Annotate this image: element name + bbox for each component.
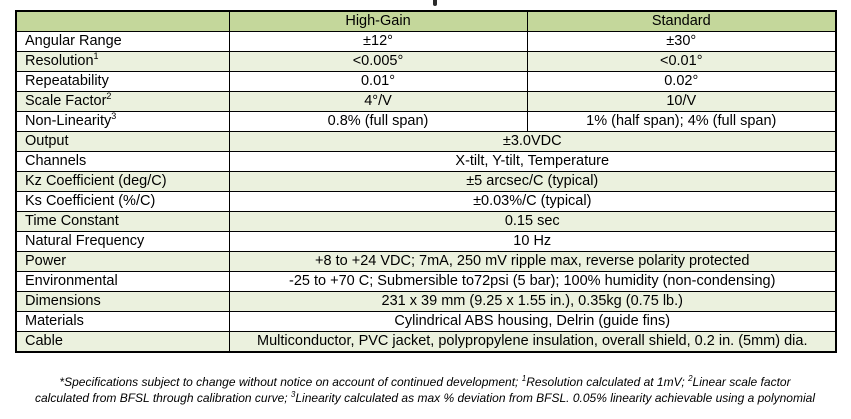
cell-merged-value: +8 to +24 VDC; 7mA, 250 mV ripple max, r…: [228, 251, 837, 272]
cell-merged-value: ±5 arcsec/C (typical): [228, 171, 837, 192]
table-row-kz-coefficient: Kz Coefficient (deg/C) ±5 arcsec/C (typi…: [15, 171, 837, 192]
row-label: Channels: [15, 151, 230, 172]
cell-merged-value: -25 to +70 C; Submersible to72psi (5 bar…: [228, 271, 837, 292]
cell-merged-value: ±0.03%/C (typical): [228, 191, 837, 212]
cropped-text-artifact: [433, 0, 437, 6]
footnote-marker: 3: [111, 111, 117, 122]
row-label: Cable: [15, 331, 230, 353]
table-row-environmental: Environmental -25 to +70 C; Submersible …: [15, 271, 837, 292]
table-row-non-linearity: Non-Linearity3 0.8% (full span) 1% (half…: [15, 111, 837, 132]
cell-merged-value: Multiconductor, PVC jacket, polypropylen…: [228, 331, 837, 353]
header-blank-cell: [15, 10, 230, 32]
row-label: Materials: [15, 311, 230, 332]
footnote-line-2: calculated from BFSL through calibration…: [35, 389, 815, 405]
cell-merged-value: ±3.0VDC: [228, 131, 837, 152]
cell-merged-value: 231 x 39 mm (9.25 x 1.55 in.), 0.35kg (0…: [228, 291, 837, 312]
cell-standard: ±30°: [526, 31, 837, 52]
row-label: Ks Coefficient (%/C): [15, 191, 230, 212]
cell-merged-value: Cylindrical ABS housing, Delrin (guide f…: [228, 311, 837, 332]
header-standard: Standard: [526, 10, 837, 32]
row-label: Power: [15, 251, 230, 272]
cell-merged-value: 0.15 sec: [228, 211, 837, 232]
footnote-line-1: *Specifications subject to change withou…: [59, 374, 791, 390]
table-row-cable: Cable Multiconductor, PVC jacket, polypr…: [15, 331, 837, 353]
cell-high-gain: <0.005°: [228, 51, 528, 72]
header-row: High-Gain Standard: [15, 10, 837, 32]
footnote-marker: 3: [290, 389, 296, 399]
row-label: Angular Range: [15, 31, 230, 52]
table-row-resolution: Resolution1 <0.005° <0.01°: [15, 51, 837, 72]
row-label: Natural Frequency: [15, 231, 230, 252]
cell-high-gain: 0.01°: [228, 71, 528, 92]
cell-merged-value: 10 Hz: [228, 231, 837, 252]
table-row-channels: Channels X-tilt, Y-tilt, Temperature: [15, 151, 837, 172]
cell-high-gain: ±12°: [228, 31, 528, 52]
cell-standard: 10/V: [526, 91, 837, 112]
row-label: Scale Factor2: [15, 91, 230, 112]
table-row-dimensions: Dimensions 231 x 39 mm (9.25 x 1.55 in.)…: [15, 291, 837, 312]
row-label: Repeatability: [15, 71, 230, 92]
spec-table: High-Gain Standard Angular Range ±12° ±3…: [15, 10, 837, 353]
cell-high-gain: 0.8% (full span): [228, 111, 528, 132]
footnote-marker: 2: [106, 91, 112, 102]
footnote-marker: 1: [93, 51, 99, 62]
table-row-scale-factor: Scale Factor2 4°/V 10/V: [15, 91, 837, 112]
cell-standard: 0.02°: [526, 71, 837, 92]
footnote: *Specifications subject to change withou…: [15, 375, 835, 406]
table-row-angular-range: Angular Range ±12° ±30°: [15, 31, 837, 52]
table-row-materials: Materials Cylindrical ABS housing, Delri…: [15, 311, 837, 332]
footnote-marker: 1: [521, 374, 527, 383]
table-row-power: Power +8 to +24 VDC; 7mA, 250 mV ripple …: [15, 251, 837, 272]
table-row-output: Output ±3.0VDC: [15, 131, 837, 152]
row-label: Non-Linearity3: [15, 111, 230, 132]
row-label: Output: [15, 131, 230, 152]
table-row-time-constant: Time Constant 0.15 sec: [15, 211, 837, 232]
cell-standard: 1% (half span); 4% (full span): [526, 111, 837, 132]
header-high-gain: High-Gain: [228, 10, 528, 32]
row-label: Dimensions: [15, 291, 230, 312]
row-label: Resolution1: [15, 51, 230, 72]
cell-merged-value: X-tilt, Y-tilt, Temperature: [228, 151, 837, 172]
table-row-repeatability: Repeatability 0.01° 0.02°: [15, 71, 837, 92]
cell-high-gain: 4°/V: [228, 91, 528, 112]
row-label: Environmental: [15, 271, 230, 292]
row-label: Kz Coefficient (deg/C): [15, 171, 230, 192]
table-row-natural-frequency: Natural Frequency 10 Hz: [15, 231, 837, 252]
row-label: Time Constant: [15, 211, 230, 232]
footnote-marker: 2: [688, 374, 693, 383]
cell-standard: <0.01°: [526, 51, 837, 72]
table-row-ks-coefficient: Ks Coefficient (%/C) ±0.03%/C (typical): [15, 191, 837, 212]
